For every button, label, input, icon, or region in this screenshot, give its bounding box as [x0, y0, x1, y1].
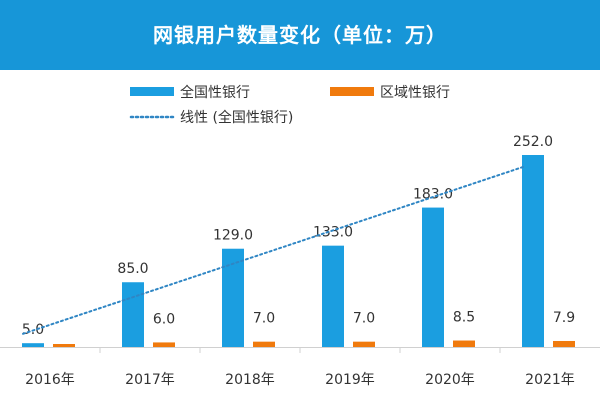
bar-regional-bank	[353, 341, 375, 347]
x-tick-label: 2018年	[225, 372, 275, 388]
data-label-regional-bank: 6.0	[153, 311, 175, 327]
data-label-regional-bank: 7.9	[553, 310, 575, 326]
bar-regional-bank	[53, 344, 75, 347]
legend-label-regional-bank: 区域性银行	[380, 85, 450, 101]
x-tick-label: 2016年	[25, 372, 75, 388]
bar-national-bank	[222, 248, 244, 347]
data-label-national-bank: 85.0	[117, 261, 148, 277]
bar-national-bank	[322, 245, 344, 347]
data-label-national-bank: 129.0	[213, 228, 253, 244]
x-tick-label: 2020年	[425, 372, 475, 388]
data-label-regional-bank: 8.5	[453, 310, 475, 326]
x-tick-label: 2017年	[125, 372, 175, 388]
bar-regional-bank	[153, 342, 175, 347]
bar-national-bank	[522, 155, 544, 347]
bar-national-bank	[422, 207, 444, 347]
title-bar	[0, 0, 600, 70]
bar-regional-bank	[553, 340, 575, 347]
bar-national-bank	[22, 343, 44, 347]
legend-swatch-regional-bank	[330, 87, 374, 96]
bar-regional-bank	[253, 341, 275, 347]
data-label-regional-bank: 7.0	[253, 311, 275, 327]
legend-swatch-national-bank	[130, 87, 174, 96]
bar-regional-bank	[453, 340, 475, 347]
bar-national-bank	[122, 282, 144, 347]
x-tick-label: 2019年	[325, 372, 375, 388]
data-label-regional-bank: 7.0	[353, 311, 375, 327]
data-label-national-bank: 183.0	[413, 187, 453, 203]
x-tick-label: 2021年	[525, 372, 575, 388]
data-label-national-bank: 133.0	[313, 225, 353, 241]
trendline	[22, 165, 524, 335]
legend-label-national-bank: 全国性银行	[180, 84, 250, 101]
data-label-national-bank: 252.0	[513, 134, 553, 150]
chart-title: 网银用户数量变化（单位：万）	[153, 23, 447, 47]
legend-label-trendline: 线性 (全国性银行)	[180, 109, 293, 126]
